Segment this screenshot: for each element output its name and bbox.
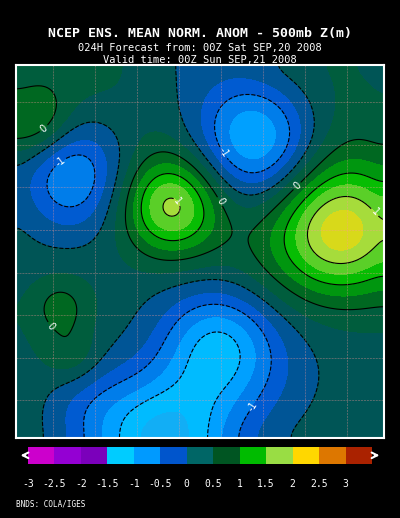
Bar <box>293 447 319 464</box>
Bar <box>160 447 187 464</box>
Text: -2.5: -2.5 <box>43 479 66 490</box>
Text: -1: -1 <box>246 399 260 413</box>
Bar <box>134 447 160 464</box>
Text: 0: 0 <box>45 321 57 332</box>
Bar <box>107 447 134 464</box>
Text: 0: 0 <box>184 479 190 490</box>
Text: 1: 1 <box>237 479 243 490</box>
Bar <box>346 447 372 464</box>
Text: 0: 0 <box>291 180 303 192</box>
Bar <box>213 447 240 464</box>
Text: -1: -1 <box>128 479 140 490</box>
Text: 0: 0 <box>214 196 226 207</box>
Bar <box>81 447 107 464</box>
Text: 3: 3 <box>343 479 348 490</box>
Text: -2: -2 <box>75 479 87 490</box>
Bar <box>240 447 266 464</box>
Text: 0.5: 0.5 <box>204 479 222 490</box>
Text: 2.5: 2.5 <box>310 479 328 490</box>
Text: BNDS: COLA/IGES: BNDS: COLA/IGES <box>16 500 85 509</box>
Text: -0.5: -0.5 <box>148 479 172 490</box>
Text: -1.5: -1.5 <box>96 479 119 490</box>
Text: 1.5: 1.5 <box>257 479 275 490</box>
Text: 0: 0 <box>38 123 50 134</box>
Text: 024H Forecast from: 00Z Sat SEP,20 2008: 024H Forecast from: 00Z Sat SEP,20 2008 <box>78 42 322 53</box>
Text: 2: 2 <box>290 479 296 490</box>
Bar <box>266 447 293 464</box>
Text: -1: -1 <box>216 146 230 160</box>
Text: Valid time: 00Z Sun SEP,21 2008: Valid time: 00Z Sun SEP,21 2008 <box>103 54 297 65</box>
Text: -1: -1 <box>54 155 67 169</box>
Text: -3: -3 <box>22 479 34 490</box>
Bar <box>28 447 54 464</box>
Bar <box>187 447 213 464</box>
Text: NCEP ENS. MEAN NORM. ANOM - 500mb Z(m): NCEP ENS. MEAN NORM. ANOM - 500mb Z(m) <box>48 27 352 40</box>
Bar <box>319 447 346 464</box>
Bar <box>54 447 81 464</box>
Text: 1: 1 <box>172 196 184 207</box>
Text: 1: 1 <box>369 207 380 218</box>
